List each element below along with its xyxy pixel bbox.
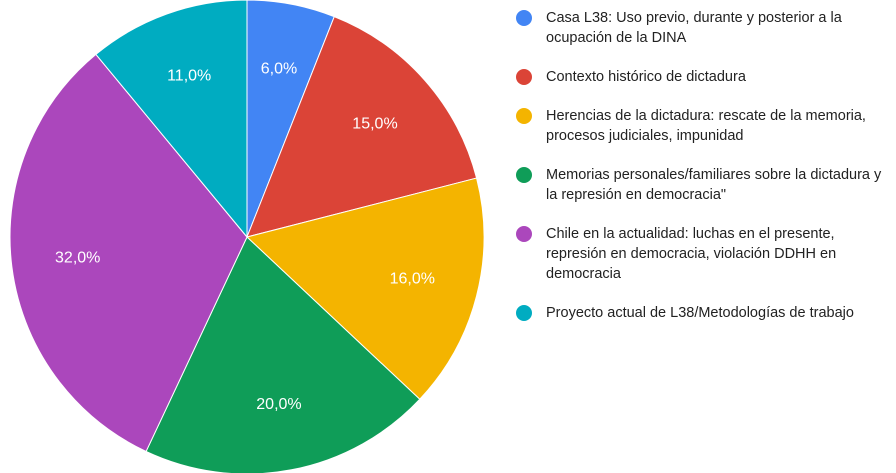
legend-label: Casa L38: Uso previo, durante y posterio…	[546, 10, 842, 46]
pie-slice	[245, 177, 485, 400]
legend-swatch	[516, 69, 532, 85]
legend: Casa L38: Uso previo, durante y posterio…	[516, 8, 890, 323]
legend-label: Herencias de la dictadura: rescate de la…	[546, 108, 866, 144]
legend-label: Proyecto actual de L38/Metodologías de t…	[546, 305, 854, 321]
pie-slice	[9, 53, 248, 453]
pie-slice	[246, 15, 478, 238]
legend-swatch	[516, 108, 532, 124]
pie-slice	[95, 0, 248, 239]
legend-label: Contexto histórico de dictadura	[546, 69, 746, 85]
legend-label: Memorias personales/familiares sobre la …	[546, 167, 882, 203]
legend-item: Memorias personales/familiares sobre la …	[516, 165, 890, 205]
slice-label: 20,0%	[256, 396, 301, 413]
legend-item: Proyecto actual de L38/Metodologías de t…	[516, 303, 890, 323]
legend-swatch	[516, 10, 532, 26]
slice-label: 16,0%	[390, 271, 435, 288]
slice-label: 15,0%	[352, 115, 397, 132]
legend-item: Chile en la actualidad: luchas en el pre…	[516, 224, 890, 284]
legend-label: Chile en la actualidad: luchas en el pre…	[546, 226, 837, 282]
chart: 6,0% 15,0% 16,0% 20,0% 32,0% 11,0%	[9, 0, 485, 473]
legend-swatch	[516, 167, 532, 183]
legend-swatch	[516, 226, 532, 242]
pie-slice	[145, 236, 421, 473]
legend-item: Herencias de la dictadura: rescate de la…	[516, 106, 890, 146]
legend-item: Casa L38: Uso previo, durante y posterio…	[516, 8, 890, 48]
slice-label: 32,0%	[55, 250, 100, 267]
slice-label: 6,0%	[261, 61, 297, 78]
legend-item: Contexto histórico de dictadura	[516, 67, 890, 87]
slice-label: 11,0%	[167, 68, 211, 85]
legend-swatch	[516, 305, 532, 321]
